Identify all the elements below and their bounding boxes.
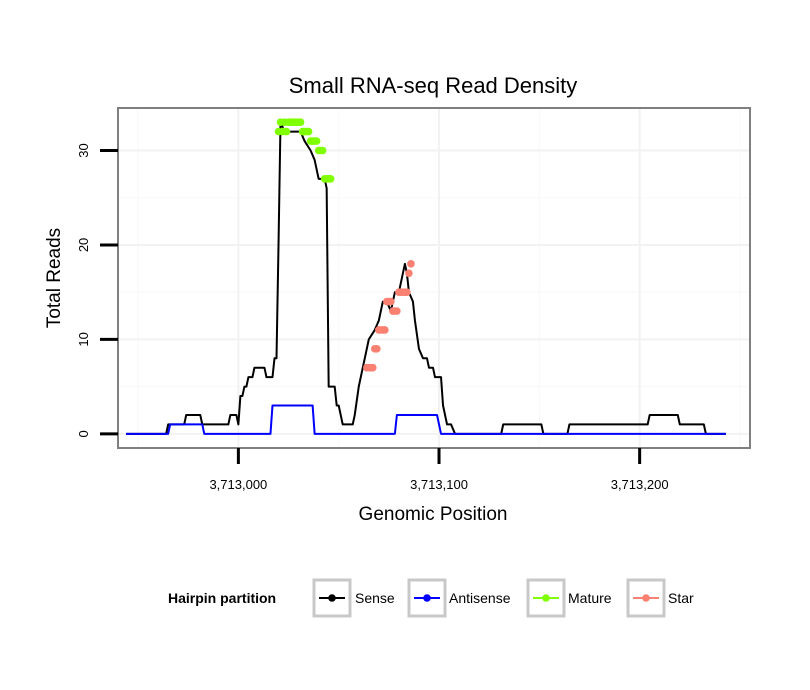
- mature-point: [312, 137, 321, 145]
- star-point: [407, 260, 415, 268]
- plot-panel: [117, 107, 751, 449]
- legend-entries: Sense Antisense Mature Star: [312, 578, 694, 618]
- legend-label: Sense: [355, 590, 395, 606]
- y-tick-label: 0: [76, 430, 91, 437]
- series-lines: [126, 121, 726, 435]
- legend-item-antisense: Antisense: [407, 578, 511, 618]
- mature-point: [296, 118, 305, 126]
- antisense-series-line: [126, 404, 726, 435]
- y-tick-label: 10: [76, 332, 91, 346]
- legend-item-star: Star: [626, 578, 694, 618]
- mature-point: [282, 127, 291, 136]
- y-tick-label: 20: [76, 238, 91, 252]
- x-tick-label: 3,713,200: [611, 477, 669, 492]
- y-axis-label: Total Reads: [44, 228, 65, 328]
- star-point: [387, 297, 395, 306]
- x-tick-label: 3,713,000: [209, 477, 267, 492]
- x-axis: 3,713,000 3,713,100 3,713,200: [209, 448, 669, 492]
- legend-key-dot: [328, 594, 336, 602]
- legend-title: Hairpin partition: [168, 590, 276, 606]
- x-tick-label: 3,713,100: [410, 477, 468, 492]
- legend-item-sense: Sense: [312, 578, 395, 618]
- y-tick-label: 30: [76, 143, 91, 157]
- y-axis: 0 10 20 30: [76, 143, 118, 437]
- star-point: [369, 363, 377, 372]
- legend: Hairpin partition Sense Antisense Mature St…: [168, 578, 694, 618]
- legend-key-dot: [542, 594, 550, 602]
- legend-label: Antisense: [449, 590, 511, 606]
- mature-point: [304, 127, 313, 136]
- legend-item-mature: Mature: [526, 578, 612, 618]
- star-point: [373, 345, 381, 353]
- mature-point: [318, 146, 327, 155]
- mature-point: [326, 175, 335, 183]
- legend-key-dot: [423, 594, 431, 602]
- chart-title: Small RNA-seq Read Density: [289, 73, 578, 98]
- star-point: [405, 269, 413, 278]
- plot-border: [117, 107, 751, 449]
- plot-background: [118, 108, 750, 448]
- star-point: [403, 288, 411, 296]
- series-markers: [274, 118, 415, 372]
- star-point: [381, 326, 389, 334]
- star-point: [393, 307, 401, 315]
- x-axis-label: Genomic Position: [359, 504, 508, 525]
- legend-label: Mature: [568, 590, 612, 606]
- legend-label: Star: [668, 590, 694, 606]
- legend-key-dot: [642, 594, 650, 602]
